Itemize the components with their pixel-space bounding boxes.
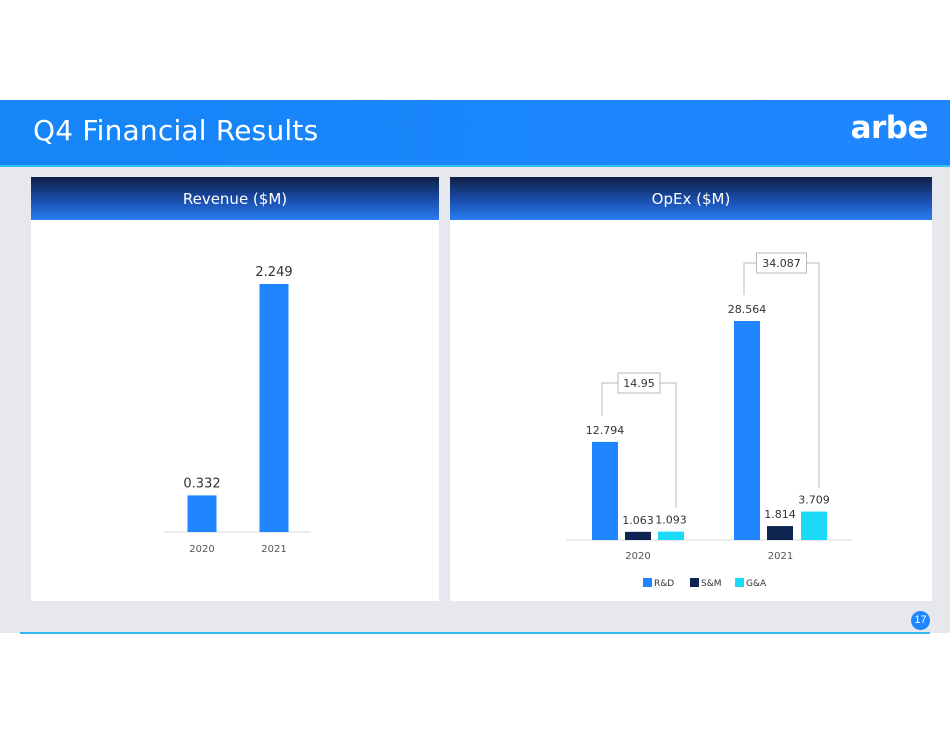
legend-label: G&A [746,579,767,589]
legend-label: R&D [654,579,674,589]
revenue-panel-header: Revenue ($M) [31,177,439,220]
opex-bar-ga-2020 [658,531,684,540]
opex-bar-sm-2021 [767,526,793,540]
opex-bar-rd-2020 [592,441,618,540]
arbe-logo: arbe [850,110,929,146]
opex-chart: 12.794 1.063 1.093 2020 14.95 28.564 1.8143.70… [566,252,852,589]
legend-label: S&M [701,579,722,589]
total-label-box [756,252,807,274]
opex-value-label: 28.564 [728,303,767,316]
revenue-value-label: 0.332 [183,476,220,491]
opex-panel-header: OpEx ($M) [450,177,932,220]
opex-value-label: 1.063 [622,514,654,527]
opex-x-tick-label: 2021 [768,551,793,562]
revenue-x-tick-label: 2020 [189,544,214,555]
total-bracket-left [743,262,757,295]
footer-divider [20,632,930,634]
revenue-bar-2021 [259,284,289,532]
revenue-chart: 0.332 2020 2.249 2021 [164,265,311,555]
opex-panel: OpEx ($M) 12.794 1.063 1.093 2020 14.95 28.56… [450,177,932,601]
title-banner: Q4 Financial Results arbe [0,100,950,167]
legend-swatch-rd [643,578,652,587]
total-bracket-right [660,382,677,508]
page-number-badge: 17 [911,611,930,630]
opex-x-tick-label: 2020 [625,551,650,562]
opex-value-label: 3.709 [798,494,830,507]
opex-bar-sm-2020 [625,531,651,540]
total-bracket-right [806,262,820,488]
opex-value-label: 1.093 [655,514,687,527]
opex-total-label: 14.95 [623,377,655,390]
opex-value-label: 1.814 [764,508,796,521]
opex-total-label: 34.087 [762,257,801,270]
total-label-box [617,372,661,394]
total-bracket-left [601,382,618,416]
legend-swatch-sm [690,578,699,587]
legend-swatch-ga [735,578,744,587]
revenue-bar-2020 [187,495,217,532]
opex-bar-rd-2021 [734,321,760,540]
revenue-value-label: 2.249 [255,265,292,280]
slide-title: Q4 Financial Results [33,114,319,147]
opex-bar-ga-2021 [801,511,827,540]
revenue-panel: Revenue ($M) 0.332 2020 2.249 2021 [31,177,439,601]
opex-value-label: 12.794 [586,424,625,437]
revenue-x-tick-label: 2021 [261,544,286,555]
